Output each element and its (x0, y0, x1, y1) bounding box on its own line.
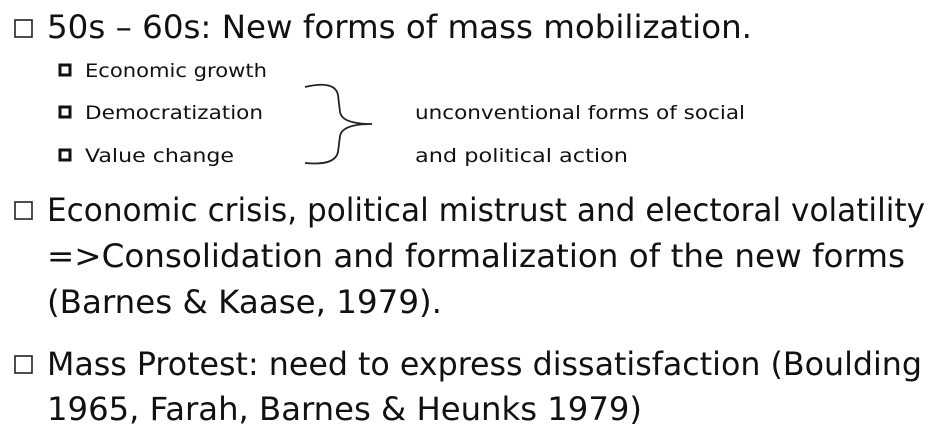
annotation-text: unconventional forms of social (415, 102, 745, 124)
sub-bullet-marker (58, 148, 72, 162)
brace (304, 83, 373, 165)
bullet-text: Mass Protest: need to express dissatisfa… (47, 345, 922, 383)
bullet-text: Economic crisis, political mistrust and … (47, 191, 925, 229)
sub-bullet-text: Democratization (85, 102, 263, 124)
bullet-text: =>Consolidation and formalization of the… (47, 237, 905, 275)
bullet-marker (14, 355, 33, 374)
sub-bullet-marker (58, 63, 72, 77)
sub-bullet-text: Economic growth (85, 60, 267, 82)
sub-bullet-marker (58, 105, 72, 119)
bullet-text: 50s – 60s: New forms of mass mobilizatio… (47, 8, 752, 46)
sub-bullet-text: Value change (85, 145, 234, 167)
bullet-text: 1965, Farah, Barnes & Heunks 1979) (47, 390, 642, 428)
bullet-marker (14, 19, 33, 38)
bullet-text: (Barnes & Kaase, 1979). (47, 283, 442, 321)
bullet-marker (14, 201, 33, 220)
annotation-text: and political action (415, 145, 628, 167)
